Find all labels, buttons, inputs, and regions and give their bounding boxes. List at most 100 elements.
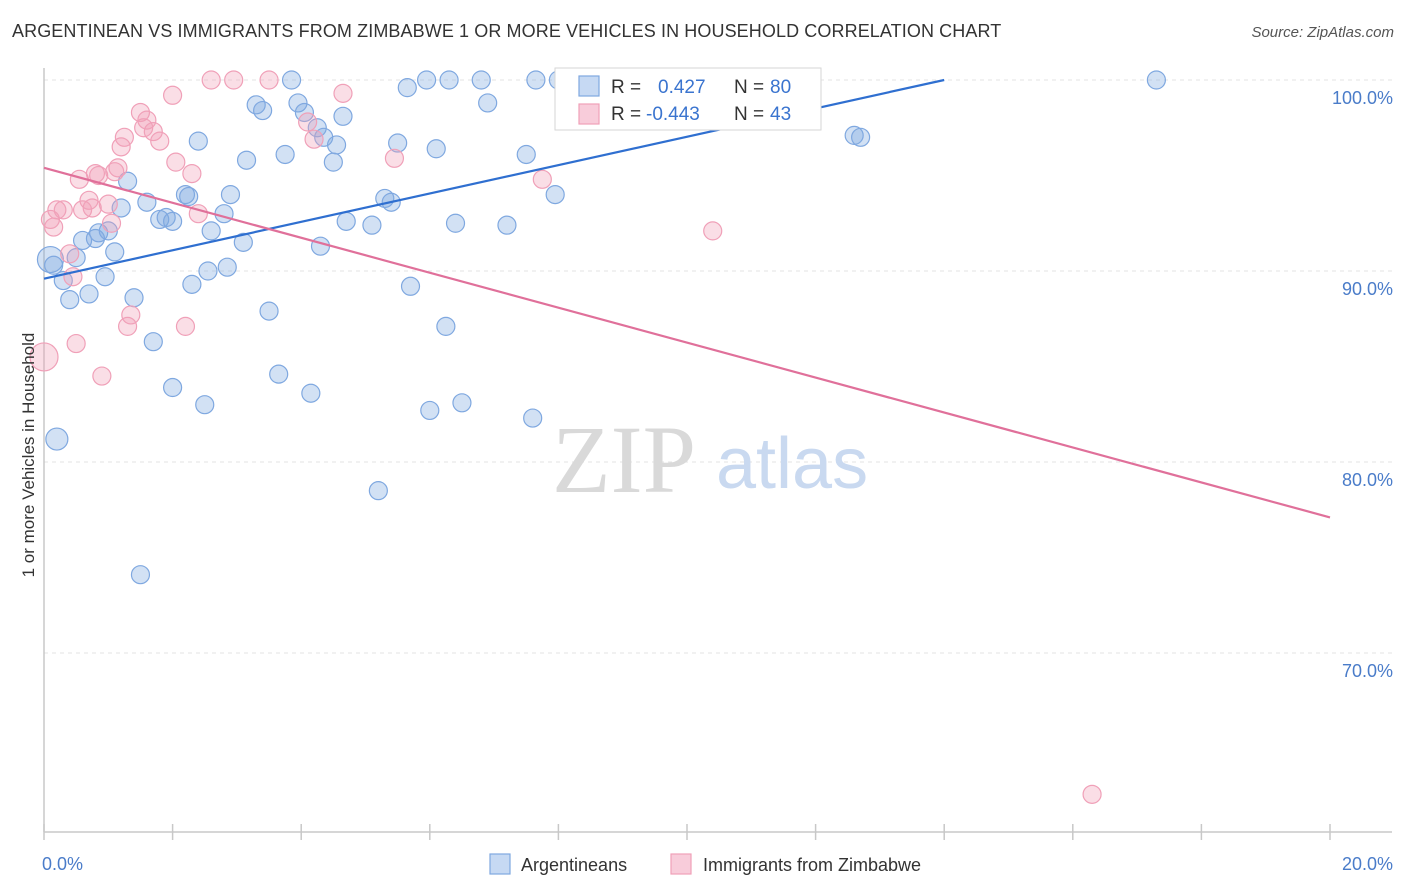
point-argentineans	[516, 144, 536, 165]
watermark-atlas: atlas	[716, 424, 868, 504]
point-zimbabwe	[47, 200, 67, 220]
point-argentineans	[217, 257, 237, 277]
point-argentineans	[368, 481, 388, 501]
point-argentineans	[195, 395, 215, 415]
y-tick-label: 80.0%	[1342, 470, 1393, 490]
point-zimbabwe	[304, 129, 324, 149]
x-tick-label: 20.0%	[1342, 854, 1393, 874]
point-argentineans	[439, 70, 459, 90]
legend-swatch-argentineans	[489, 853, 511, 875]
legend-label-zimbabwe: Immigrants from Zimbabwe	[703, 855, 921, 875]
legend-stats: R = 0.427 N = 80 R = -0.443 N = 43	[554, 67, 822, 131]
legend-r-value: 0.427	[658, 77, 706, 98]
point-argentineans	[301, 383, 321, 403]
point-argentineans	[1146, 70, 1166, 90]
legend-n-value: 43	[770, 104, 791, 125]
point-argentineans	[179, 186, 199, 207]
point-argentineans	[497, 215, 517, 235]
point-argentineans	[333, 106, 353, 126]
point-argentineans	[130, 565, 151, 585]
point-argentineans	[259, 301, 279, 321]
legend-r-label: R =	[611, 104, 641, 125]
point-zimbabwe	[82, 198, 102, 218]
point-zimbabwe	[108, 158, 128, 178]
point-zimbabwe	[259, 70, 279, 90]
point-argentineans	[201, 221, 221, 241]
y-axis-label: 1 or more Vehicles in Household	[19, 333, 38, 578]
point-argentineans	[323, 152, 343, 172]
point-zimbabwe	[143, 121, 163, 142]
point-argentineans	[420, 400, 440, 421]
point-argentineans	[416, 70, 437, 90]
point-zimbabwe	[92, 366, 112, 386]
point-argentineans	[60, 290, 80, 310]
watermark-zip: ZIP	[552, 406, 696, 513]
point-zimbabwe	[150, 131, 170, 151]
point-argentineans	[163, 211, 183, 231]
point-argentineans	[89, 223, 109, 243]
point-zimbabwe	[114, 127, 134, 147]
point-argentineans	[45, 427, 69, 451]
point-argentineans	[95, 267, 115, 287]
point-zimbabwe	[101, 213, 122, 233]
point-argentineans	[478, 93, 498, 113]
point-argentineans	[397, 78, 417, 98]
point-zimbabwe	[137, 110, 157, 130]
point-argentineans	[471, 70, 491, 90]
source-credit: Source: ZipAtlas.com	[1251, 24, 1394, 41]
point-argentineans	[175, 185, 196, 205]
point-argentineans	[288, 93, 308, 113]
point-argentineans	[214, 204, 234, 224]
point-argentineans	[198, 261, 218, 281]
point-argentineans	[326, 135, 347, 155]
point-zimbabwe	[72, 200, 93, 220]
legend-swatch-blue	[578, 75, 600, 97]
point-zimbabwe	[175, 316, 196, 336]
point-argentineans	[851, 127, 871, 147]
point-zimbabwe	[29, 342, 59, 372]
point-zimbabwe	[224, 70, 244, 90]
point-argentineans	[445, 213, 466, 233]
point-zimbabwe	[121, 305, 141, 325]
point-argentineans	[163, 377, 183, 398]
point-argentineans	[452, 393, 472, 413]
point-argentineans	[436, 316, 456, 336]
point-argentineans	[182, 274, 202, 294]
point-zimbabwe	[182, 163, 202, 184]
point-argentineans	[526, 70, 546, 90]
x-tick-label: 0.0%	[42, 854, 83, 874]
point-zimbabwe	[532, 169, 552, 189]
trend-line-zimbabwe	[43, 166, 1331, 519]
point-argentineans	[253, 100, 273, 121]
legend-label-argentineans: Argentineans	[521, 855, 627, 875]
legend-series: Argentineans Immigrants from Zimbabwe	[489, 853, 921, 875]
point-argentineans	[523, 408, 543, 428]
point-argentineans	[388, 133, 408, 153]
point-argentineans	[188, 131, 208, 151]
point-zimbabwe	[298, 112, 318, 132]
point-zimbabwe	[98, 194, 118, 214]
point-argentineans	[400, 276, 421, 296]
point-argentineans	[275, 144, 295, 165]
point-argentineans	[105, 242, 125, 262]
point-argentineans	[124, 288, 144, 308]
legend-r-label: R =	[611, 77, 641, 98]
point-argentineans	[281, 70, 302, 90]
point-zimbabwe	[1082, 784, 1102, 804]
point-argentineans	[336, 211, 356, 231]
point-zimbabwe	[163, 85, 183, 105]
point-argentineans	[362, 215, 382, 235]
point-argentineans	[236, 150, 257, 170]
point-zimbabwe	[53, 200, 73, 220]
point-zimbabwe	[166, 152, 186, 172]
legend-swatch-zimbabwe	[670, 853, 692, 875]
point-argentineans	[111, 198, 131, 218]
point-argentineans	[307, 118, 327, 138]
point-argentineans	[233, 232, 253, 252]
point-zimbabwe	[44, 217, 64, 237]
point-zimbabwe	[117, 316, 138, 336]
point-zimbabwe	[66, 333, 86, 354]
point-argentineans	[269, 364, 289, 384]
y-tick-label: 70.0%	[1342, 661, 1393, 681]
